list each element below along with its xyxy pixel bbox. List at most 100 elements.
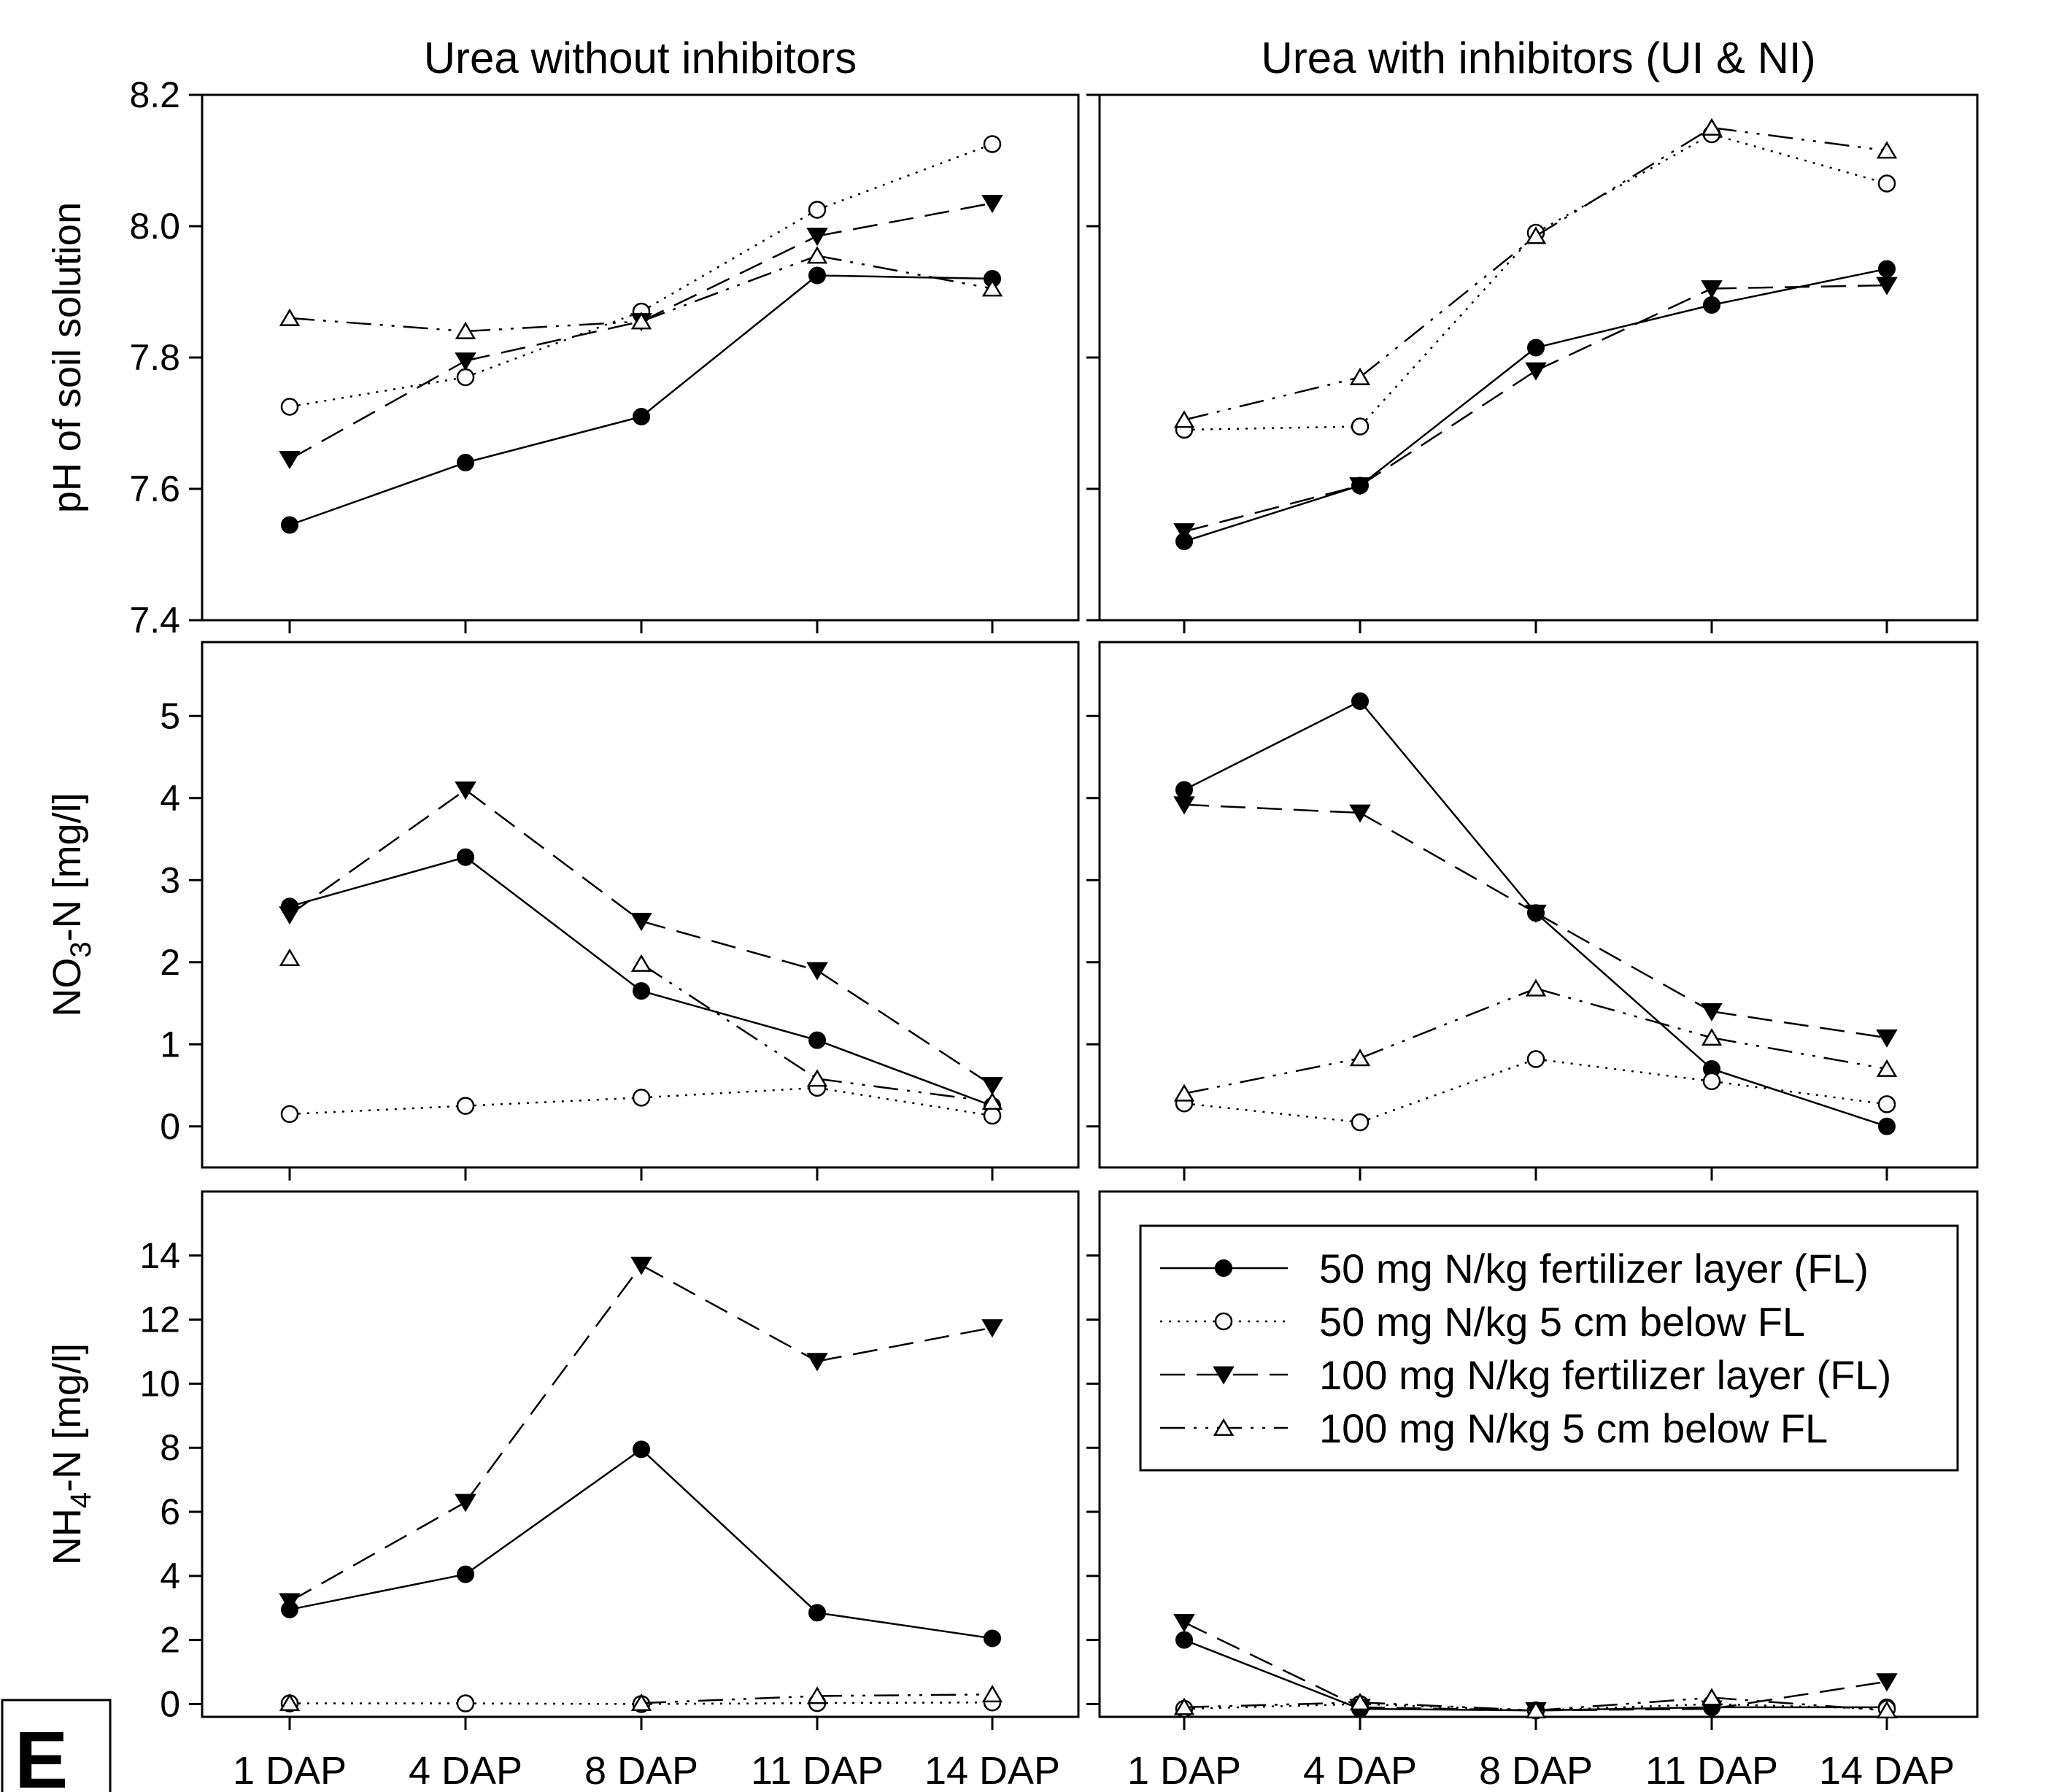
series-2-point bbox=[456, 1694, 475, 1712]
series-1-segment bbox=[1183, 1639, 1361, 1710]
series-3-point bbox=[630, 1256, 652, 1275]
series-4-point bbox=[1701, 117, 1723, 136]
series-1-point bbox=[633, 1440, 650, 1459]
series-3-segment bbox=[1359, 811, 1537, 914]
series-3-segment bbox=[816, 202, 993, 237]
series-3-segment bbox=[1711, 1680, 1888, 1710]
series-4-point bbox=[1349, 367, 1371, 385]
series-2-point bbox=[1526, 1050, 1545, 1068]
series-1-point bbox=[1527, 339, 1545, 357]
y-tick-label: 10 bbox=[139, 1363, 180, 1404]
series-4-point bbox=[806, 246, 828, 264]
series-4-segment bbox=[641, 962, 818, 1080]
series-2-point bbox=[983, 1106, 1002, 1125]
series-4-point bbox=[279, 308, 301, 326]
series-3-segment bbox=[1359, 1706, 1537, 1712]
series-2-point bbox=[1877, 1095, 1896, 1113]
series-1-point bbox=[1703, 296, 1720, 314]
panel-r1-c1: 7.4 7.6 7.8 8.0 8.2 bbox=[129, 74, 1080, 641]
y-tick-label: 0 bbox=[160, 1106, 180, 1147]
series-3-point bbox=[279, 1593, 301, 1612]
legend: 50 mg N/kg fertilizer layer (FL) 50 mg N/… bbox=[1139, 1224, 1959, 1472]
series-4-point bbox=[981, 1685, 1003, 1703]
series-2-point bbox=[456, 368, 475, 387]
series-4-point bbox=[1349, 1692, 1371, 1711]
series-3-point bbox=[1525, 362, 1547, 381]
series-3-point bbox=[279, 906, 301, 925]
series-4-point bbox=[630, 312, 652, 330]
series-1-segment bbox=[816, 274, 993, 280]
series-1-segment bbox=[816, 1039, 993, 1107]
series-3-segment bbox=[289, 1501, 466, 1603]
series-4-segment bbox=[1711, 1037, 1888, 1070]
series-3-point bbox=[1876, 1673, 1898, 1692]
series-1-segment bbox=[1535, 304, 1712, 349]
series-3-segment bbox=[464, 1264, 643, 1503]
series-3-point bbox=[1173, 1614, 1195, 1633]
series-4-segment bbox=[816, 255, 993, 290]
ylabel-subscript: 4 bbox=[65, 1492, 97, 1508]
series-4-point bbox=[981, 1092, 1003, 1110]
series-2-point bbox=[983, 135, 1002, 153]
series-2-segment bbox=[816, 1701, 993, 1704]
legend-entry-4: 100 mg N/kg 5 cm below FL bbox=[1319, 1405, 1828, 1451]
series-4-point bbox=[1173, 410, 1195, 428]
y-tick-label: 7.8 bbox=[129, 337, 180, 378]
series-3-point bbox=[279, 451, 301, 470]
ylabel-row-3: NH4-N [mg/l] bbox=[45, 1343, 97, 1565]
series-3-point bbox=[455, 352, 476, 371]
series-3-segment bbox=[1535, 912, 1712, 1013]
series-1-point bbox=[457, 848, 474, 866]
x-tick-label: 4 DAP bbox=[1303, 1749, 1417, 1792]
ylabel-main: NO bbox=[45, 958, 89, 1017]
series-1-point bbox=[1175, 781, 1193, 799]
series-1-point bbox=[808, 1031, 826, 1049]
series-4-segment bbox=[1183, 1057, 1361, 1094]
series-1-point bbox=[808, 266, 826, 285]
legend-marker-4 bbox=[1213, 1418, 1235, 1436]
series-1-point bbox=[281, 516, 298, 534]
series-4-segment bbox=[1359, 235, 1537, 378]
series-2-point bbox=[456, 1097, 475, 1115]
series-4-point bbox=[1876, 1700, 1898, 1719]
series-4-point bbox=[1701, 1688, 1723, 1706]
series-4-segment bbox=[1535, 126, 1712, 237]
y-tick-label: 2 bbox=[160, 1620, 180, 1661]
y-tick-label: 8.2 bbox=[129, 74, 180, 115]
column-title-2: Urea with inhibitors (UI & NI) bbox=[1261, 34, 1815, 82]
series-3-segment bbox=[465, 320, 642, 362]
series-2-point bbox=[280, 398, 299, 416]
panel-frame bbox=[1098, 93, 1979, 622]
series-1-point bbox=[457, 454, 474, 471]
series-2-segment bbox=[1183, 425, 1361, 431]
series-2-segment bbox=[465, 1097, 642, 1107]
series-2-segment bbox=[289, 376, 466, 408]
series-1-segment bbox=[1711, 1067, 1888, 1127]
x-tick-label: 8 DAP bbox=[584, 1749, 698, 1792]
series-2-segment bbox=[1183, 1102, 1361, 1124]
series-4-point bbox=[1173, 1084, 1195, 1102]
series-3-segment bbox=[1535, 1707, 1712, 1712]
series-1-segment bbox=[1359, 700, 1537, 914]
series-3-point bbox=[1876, 277, 1898, 296]
series-1-segment bbox=[289, 856, 466, 908]
panel-frame bbox=[201, 641, 1080, 1169]
y-tick-label: 4 bbox=[160, 1556, 180, 1596]
y-tick-label: 2 bbox=[160, 942, 180, 983]
series-2-segment bbox=[1359, 1703, 1537, 1712]
series-2-point bbox=[1702, 1072, 1721, 1091]
panel-letter: E bbox=[15, 1715, 68, 1792]
series-4-point bbox=[279, 1693, 301, 1711]
x-tick-label: 11 DAP bbox=[751, 1749, 884, 1792]
series-3-segment bbox=[289, 360, 466, 460]
series-3-point bbox=[1876, 1029, 1898, 1048]
y-tick-label: 8 bbox=[160, 1427, 180, 1468]
series-2-point bbox=[808, 201, 827, 219]
series-1-segment bbox=[1535, 912, 1712, 1070]
series-2-segment bbox=[641, 1702, 818, 1705]
series-4-point bbox=[630, 954, 652, 972]
x-tick-label: 11 DAP bbox=[1645, 1749, 1778, 1792]
x-tick-label: 14 DAP bbox=[1819, 1749, 1955, 1792]
y-tick-label: 5 bbox=[160, 695, 180, 736]
